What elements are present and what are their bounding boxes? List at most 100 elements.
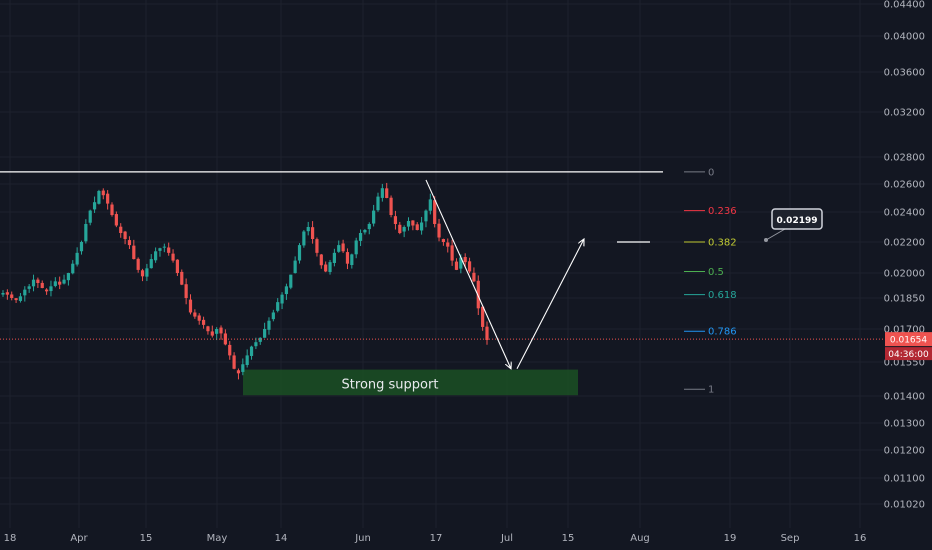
y-axis-label: 0.01850 xyxy=(884,294,925,305)
candle-body xyxy=(363,230,367,233)
candle-body xyxy=(215,329,219,334)
candle-body xyxy=(228,344,232,356)
candle-body xyxy=(1,293,5,295)
candle-body xyxy=(267,320,271,330)
candle-body xyxy=(132,245,136,260)
target-callout-box[interactable] xyxy=(771,208,823,230)
x-axis-label: 15 xyxy=(140,533,153,544)
y-axis-label: 0.01200 xyxy=(884,446,925,457)
fib-level-label: 0.5 xyxy=(708,267,724,278)
candle-body xyxy=(481,306,485,327)
fib-level-label: 0 xyxy=(708,167,714,178)
candle-body xyxy=(219,327,223,334)
candle-body xyxy=(5,292,9,295)
candle-body xyxy=(424,210,428,222)
candle-body xyxy=(101,190,105,196)
candle-body xyxy=(415,224,419,230)
candle-body xyxy=(476,280,480,309)
candle-body xyxy=(66,273,71,281)
candle-body xyxy=(249,346,254,356)
candle-body xyxy=(188,299,193,313)
candle-body xyxy=(284,286,289,295)
countdown-tag xyxy=(885,347,932,361)
y-axis-label: 0.04000 xyxy=(884,32,925,43)
candle-body xyxy=(472,272,476,282)
up-arrow xyxy=(516,239,584,370)
candle-body xyxy=(393,216,398,224)
y-axis-label: 0.03200 xyxy=(884,108,925,119)
candle-body xyxy=(454,261,459,270)
x-axis-label: 19 xyxy=(724,533,737,544)
y-axis-label: 0.01400 xyxy=(884,392,925,403)
candle-body xyxy=(345,252,350,264)
candle-body xyxy=(53,281,57,286)
candle-body xyxy=(97,191,101,204)
x-axis-label: 15 xyxy=(562,533,575,544)
candle-body xyxy=(197,315,201,321)
candle-body xyxy=(10,294,14,298)
candle-body xyxy=(328,262,332,272)
candle-body xyxy=(149,259,153,269)
y-axis-label: 0.01100 xyxy=(884,474,925,485)
y-axis-label: 0.01700 xyxy=(884,325,925,336)
candle-body xyxy=(319,254,323,266)
candle-body xyxy=(341,243,345,252)
candle-body xyxy=(14,298,18,301)
x-axis-label: 17 xyxy=(430,533,443,544)
x-axis-label: Jul xyxy=(500,533,513,544)
candle-body xyxy=(433,200,437,224)
candle-body xyxy=(140,270,145,277)
candle-body xyxy=(337,245,341,252)
candle-body xyxy=(236,370,241,374)
candle-body xyxy=(358,233,363,241)
candle-body xyxy=(127,240,132,246)
fib-level-label: 0.618 xyxy=(708,290,737,301)
candle-body xyxy=(18,296,23,301)
y-axis-label: 0.04400 xyxy=(884,0,925,11)
candle-body xyxy=(79,242,84,252)
candle-body xyxy=(297,245,302,261)
candle-body xyxy=(75,252,79,265)
candle-body xyxy=(254,342,258,347)
y-axis-label: 0.02000 xyxy=(884,269,925,280)
candle-body xyxy=(110,204,114,215)
candle-body xyxy=(62,279,66,284)
candle-body xyxy=(106,193,110,204)
candle-body xyxy=(27,286,31,289)
candle-body xyxy=(437,223,441,238)
candle-body xyxy=(114,214,118,226)
candle-body xyxy=(419,222,424,231)
y-axis-label: 0.02400 xyxy=(884,208,925,219)
candle-body xyxy=(23,289,27,296)
fib-level-label: 1 xyxy=(708,385,714,396)
current-price-tag xyxy=(885,332,932,347)
y-axis-label: 0.01020 xyxy=(884,500,925,511)
y-axis-label: 0.02600 xyxy=(884,180,925,191)
candle-body xyxy=(210,331,214,336)
candle-body xyxy=(402,227,406,232)
candle-body xyxy=(84,224,88,242)
candle-body xyxy=(241,364,245,372)
candle-body xyxy=(411,220,415,226)
fib-level-label: 0.236 xyxy=(708,206,737,217)
candle-body xyxy=(31,279,36,287)
candle-body xyxy=(315,239,319,253)
candle-body xyxy=(441,239,445,242)
candle-body xyxy=(459,257,463,269)
down-arrow xyxy=(425,179,511,369)
x-axis-label: 18 xyxy=(4,533,17,544)
candle-body xyxy=(428,199,432,211)
candle-body xyxy=(398,224,402,233)
support-zone xyxy=(243,369,578,396)
x-axis-label: May xyxy=(207,533,228,544)
candle-body xyxy=(385,188,389,198)
candle-body xyxy=(485,326,489,340)
candle-body xyxy=(446,242,450,247)
candle-body xyxy=(193,312,197,317)
candle-body xyxy=(263,329,267,338)
support-zone-label: Strong support xyxy=(342,378,439,393)
candle-body xyxy=(49,286,53,292)
candle-body xyxy=(245,355,249,365)
